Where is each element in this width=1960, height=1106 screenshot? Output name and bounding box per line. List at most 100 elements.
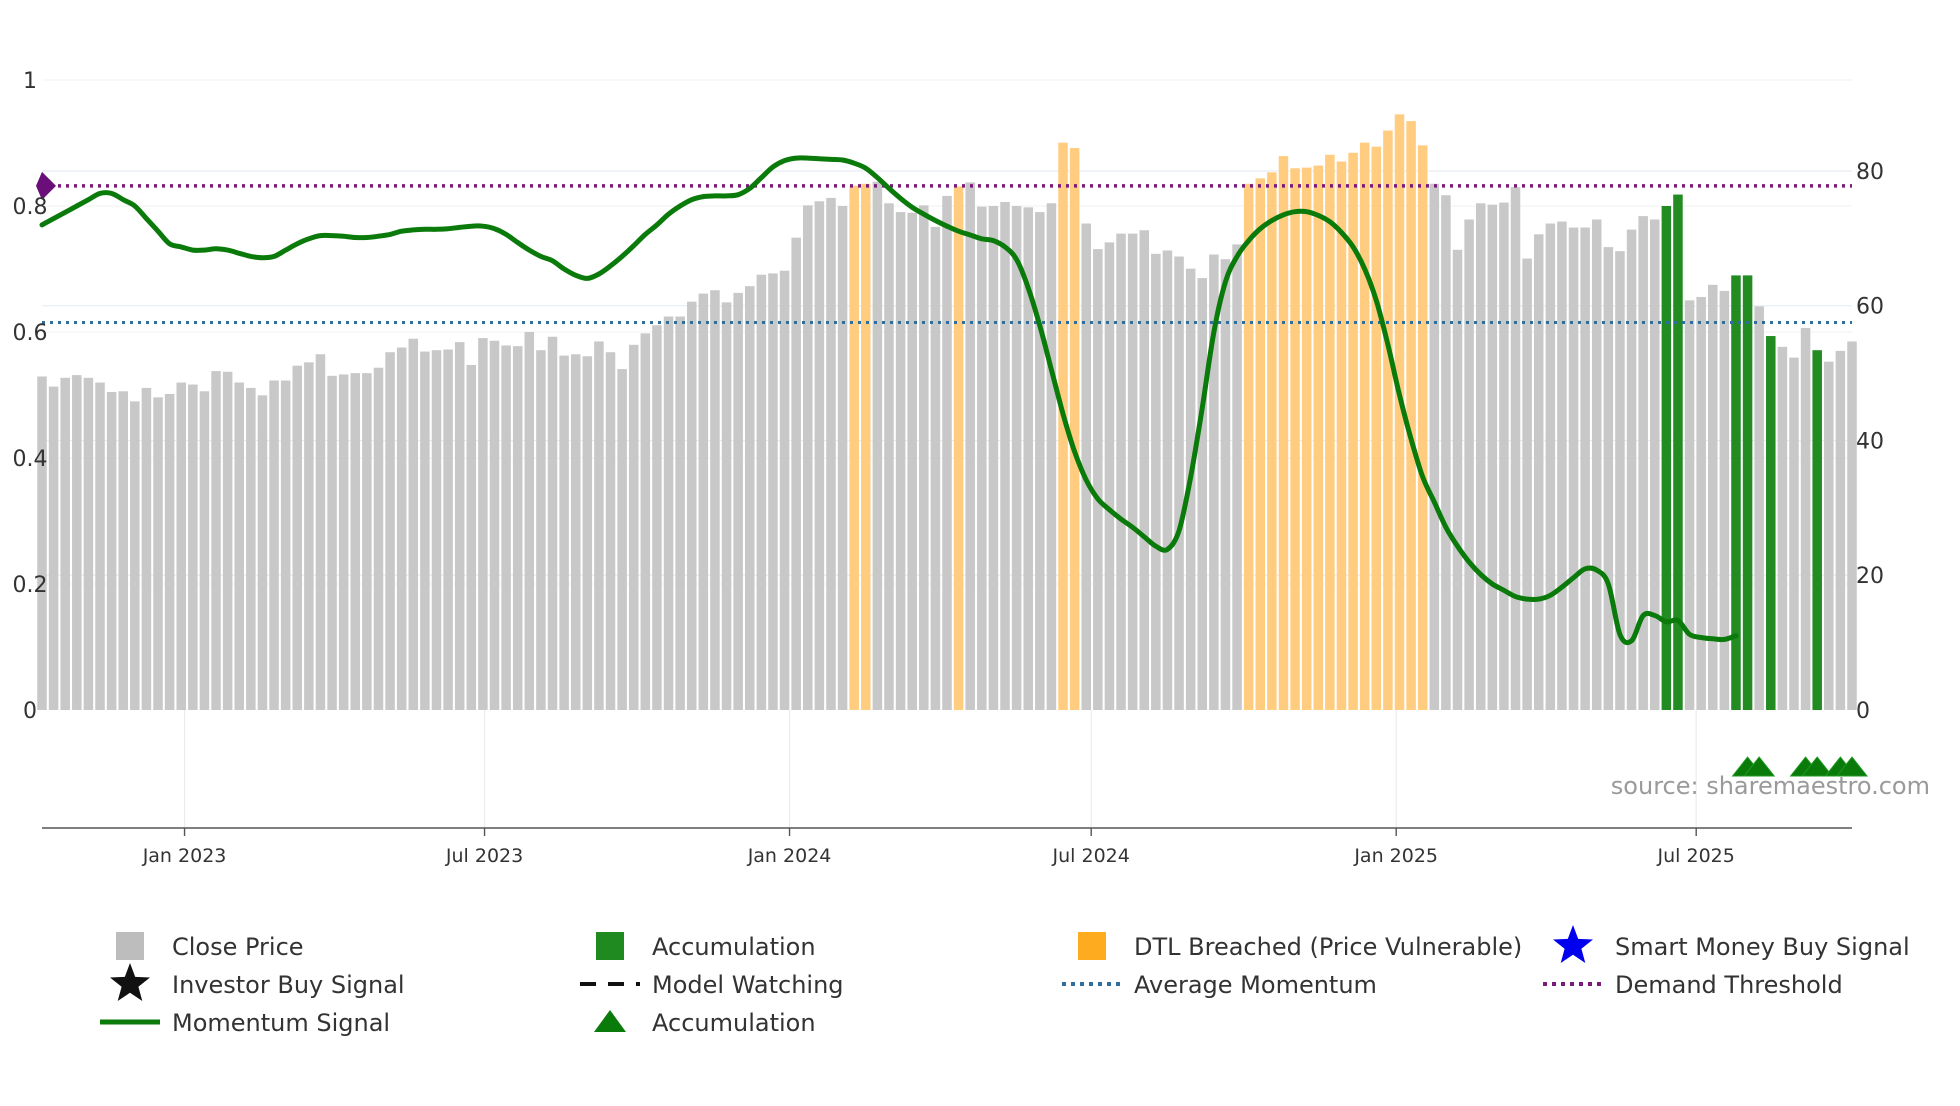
close-price-bar bbox=[814, 201, 825, 710]
close-price-bar bbox=[721, 302, 732, 710]
close-price-bar bbox=[1591, 219, 1602, 710]
close-price-bar bbox=[48, 386, 59, 710]
close-price-bar bbox=[617, 369, 627, 710]
close-price-bar bbox=[478, 338, 488, 710]
close-price-bar bbox=[373, 367, 384, 710]
close-price-bar bbox=[977, 206, 987, 710]
close-price-bar bbox=[919, 205, 929, 710]
close-price-bar bbox=[559, 355, 569, 710]
close-price-bar bbox=[443, 349, 453, 710]
y-left-tick-label: 1 bbox=[23, 69, 37, 94]
close-price-bar bbox=[1510, 187, 1521, 711]
close-price-bar bbox=[1615, 251, 1625, 710]
close-price-bar bbox=[1162, 250, 1173, 710]
x-tick-label: Jul 2025 bbox=[1657, 845, 1735, 867]
reference-lines bbox=[36, 171, 1852, 325]
close-price-bar bbox=[1696, 296, 1706, 710]
legend-star-smart-money-buy-signal bbox=[1553, 925, 1593, 963]
legend-label: Smart Money Buy Signal bbox=[1615, 933, 1910, 961]
accumulation-markers bbox=[1731, 756, 1869, 777]
close-price-bar bbox=[1336, 161, 1347, 710]
close-price-bar bbox=[1232, 244, 1242, 710]
close-price-bar bbox=[1545, 223, 1556, 710]
close-price-bar bbox=[141, 387, 152, 710]
close-price-bar bbox=[930, 226, 941, 710]
x-tick-label: Jul 2023 bbox=[445, 845, 523, 867]
close-price-bar bbox=[1220, 259, 1231, 710]
close-price-bar bbox=[1081, 223, 1091, 710]
close-price-bar bbox=[1290, 168, 1300, 710]
y-right-tick-label: 20 bbox=[1856, 564, 1884, 589]
close-price-bar bbox=[524, 332, 535, 710]
close-price-bar bbox=[222, 371, 233, 710]
close-price-bar bbox=[1649, 219, 1660, 710]
close-price-bar bbox=[907, 212, 917, 710]
close-price-bar bbox=[164, 393, 175, 710]
close-price-bar bbox=[710, 290, 720, 710]
close-price-bar bbox=[1673, 194, 1683, 710]
close-price-bar bbox=[779, 270, 790, 710]
close-price-bar bbox=[1580, 227, 1590, 710]
close-price-bar bbox=[1638, 216, 1648, 711]
close-price-bar bbox=[686, 301, 697, 710]
close-price-bar bbox=[1452, 249, 1463, 710]
close-price-bar bbox=[315, 354, 326, 710]
legend-label: Momentum Signal bbox=[172, 1009, 390, 1037]
close-price-bar bbox=[1209, 254, 1219, 710]
close-price-bar bbox=[1394, 114, 1405, 710]
momentum-layer bbox=[39, 155, 1739, 646]
close-price-bar bbox=[280, 380, 291, 710]
close-price-bar bbox=[1359, 142, 1370, 711]
close-price-bar bbox=[640, 333, 651, 710]
close-price-bar bbox=[1464, 219, 1474, 710]
close-price-bar bbox=[327, 375, 337, 710]
close-price-bar bbox=[269, 380, 279, 710]
close-price-bar bbox=[431, 350, 442, 710]
close-price-bars bbox=[37, 114, 1857, 711]
close-price-bar bbox=[1754, 306, 1764, 710]
close-price-bar bbox=[628, 344, 639, 710]
close-price-bar bbox=[257, 395, 268, 710]
close-price-bar bbox=[733, 292, 743, 710]
close-price-bar bbox=[1847, 341, 1857, 710]
close-price-bar bbox=[211, 371, 221, 710]
close-price-bar bbox=[988, 206, 999, 710]
close-price-bar bbox=[1313, 165, 1324, 710]
legend-label: Demand Threshold bbox=[1615, 971, 1843, 999]
close-price-bar bbox=[1104, 242, 1115, 711]
close-price-bar bbox=[837, 206, 848, 710]
source-label: source: sharemaestro.com bbox=[1611, 772, 1930, 800]
close-price-bar bbox=[1127, 233, 1138, 710]
y-left-tick-label: 0.8 bbox=[13, 195, 48, 220]
close-price-bar bbox=[849, 185, 859, 710]
close-price-bar bbox=[408, 338, 419, 710]
close-price-bar bbox=[350, 373, 361, 710]
close-price-bar bbox=[895, 212, 906, 710]
close-price-bar bbox=[304, 362, 314, 710]
close-price-bar bbox=[1475, 203, 1486, 710]
close-price-bar bbox=[95, 382, 105, 710]
legend-swatch-dtl-breached-price-vulnerable bbox=[1078, 932, 1106, 960]
close-price-bar bbox=[1522, 258, 1532, 710]
close-price-bar bbox=[953, 186, 964, 710]
legend-swatch-accumulation bbox=[596, 932, 624, 960]
close-price-bar bbox=[872, 181, 883, 711]
close-price-bar bbox=[1011, 206, 1022, 710]
close-price-bar bbox=[176, 382, 186, 710]
legend-label: Model Watching bbox=[652, 971, 844, 999]
y-left-tick-label: 0 bbox=[23, 699, 37, 724]
close-price-bar bbox=[466, 365, 477, 710]
close-price-bar bbox=[362, 373, 372, 710]
close-price-bar bbox=[1243, 183, 1254, 710]
close-price-bar bbox=[199, 391, 210, 710]
close-price-bar bbox=[188, 384, 198, 710]
close-price-bar bbox=[512, 346, 523, 710]
close-price-bar bbox=[153, 397, 163, 710]
close-price-bar bbox=[1151, 253, 1161, 710]
close-price-bar bbox=[385, 352, 395, 710]
close-price-bar bbox=[965, 182, 975, 710]
close-price-bar bbox=[791, 237, 801, 710]
close-price-bar bbox=[1812, 350, 1822, 710]
close-price-bar bbox=[1824, 361, 1834, 710]
close-price-bar bbox=[536, 350, 546, 710]
